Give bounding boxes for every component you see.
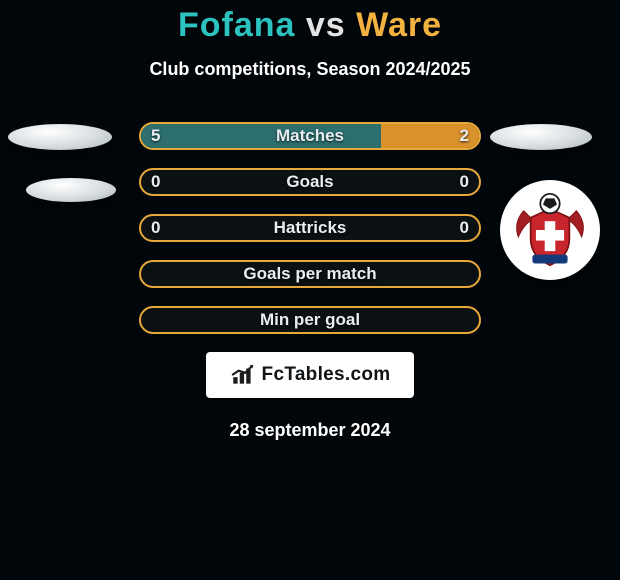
stat-row: Min per goal (139, 306, 481, 334)
stat-row: 00Goals (139, 168, 481, 196)
club-crest-icon (506, 186, 594, 274)
brand-text: FcTables.com (262, 364, 391, 386)
title-player1: Fofana (178, 6, 295, 44)
bar-chart-icon (230, 362, 256, 388)
date-text: 28 september 2024 (0, 420, 620, 441)
left-ellipse-2 (26, 178, 116, 202)
stats-card: Fofana vs Ware Club competitions, Season… (0, 0, 620, 580)
title-player2: Ware (356, 6, 442, 44)
title-vs: vs (306, 6, 346, 44)
stat-row: 52Matches (139, 122, 481, 150)
page-title: Fofana vs Ware (0, 0, 620, 45)
stat-row: 00Hattricks (139, 214, 481, 242)
left-ellipse-1 (8, 124, 112, 150)
stat-label: Goals per match (141, 262, 479, 286)
stat-label: Goals (141, 170, 479, 194)
stat-label: Matches (141, 124, 479, 148)
stat-label: Min per goal (141, 308, 479, 332)
stat-rows: 52Matches 00Goals 00Hattricks Goals per mat… (139, 122, 481, 334)
stat-row: Goals per match (139, 260, 481, 288)
stat-label: Hattricks (141, 216, 479, 240)
right-ellipse-1 (490, 124, 592, 150)
club-badge (500, 180, 600, 280)
subtitle: Club competitions, Season 2024/2025 (0, 59, 620, 80)
brand-plate: FcTables.com (206, 352, 414, 398)
